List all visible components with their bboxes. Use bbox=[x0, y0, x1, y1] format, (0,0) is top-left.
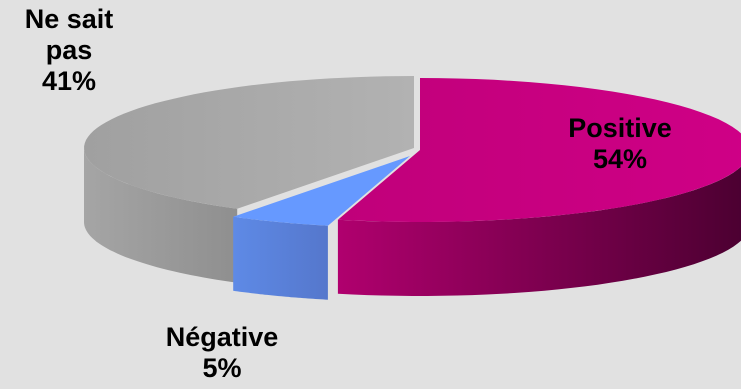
label-ne-sait-pas: Ne sait pas 41% bbox=[4, 4, 134, 97]
label-ne-sait-pas-line1: Ne sait bbox=[24, 4, 114, 34]
label-positive-percent: 54% bbox=[592, 144, 648, 174]
pie-slice-ne-sait-pas bbox=[84, 76, 414, 209]
label-positive-name: Positive bbox=[568, 113, 672, 143]
pie-slice-n-gative bbox=[233, 156, 410, 226]
label-ne-sait-pas-line2: pas bbox=[45, 35, 93, 65]
pie-slice-side-0 bbox=[337, 166, 741, 296]
label-ne-sait-pas-percent: 41% bbox=[41, 66, 97, 96]
pie-slice-side-2 bbox=[84, 148, 238, 283]
pie-slice-side-1 bbox=[233, 216, 328, 300]
label-negative: Négative 5% bbox=[142, 322, 302, 384]
pie-slice-positive bbox=[337, 78, 741, 222]
label-negative-name: Négative bbox=[165, 322, 279, 352]
label-positive: Positive 54% bbox=[540, 113, 700, 175]
label-negative-percent: 5% bbox=[202, 353, 242, 383]
